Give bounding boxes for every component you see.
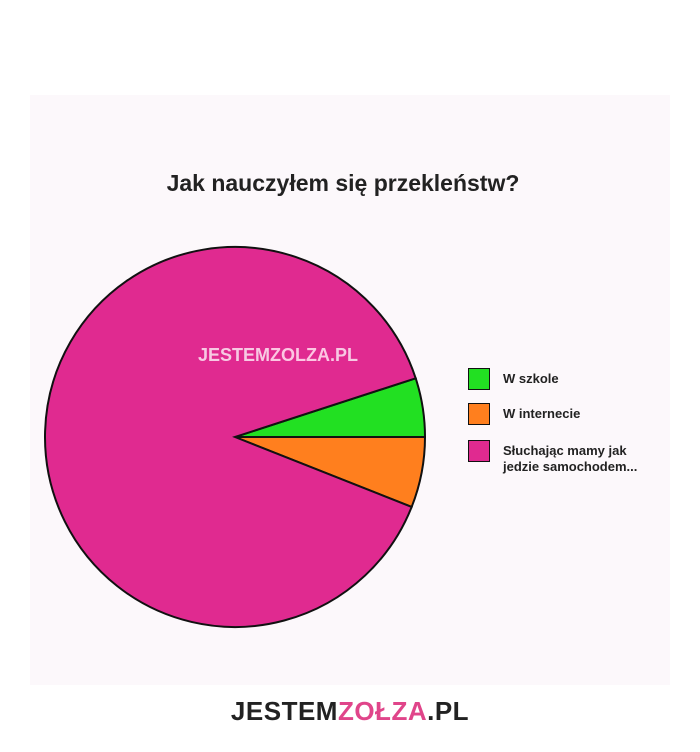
- watermark-prefix: JESTEM: [198, 345, 271, 365]
- pie-slice: [44, 246, 417, 628]
- chart-title: Jak nauczyłem się przekleństw?: [167, 170, 520, 196]
- legend-swatch: [468, 403, 490, 425]
- legend-swatch: [468, 368, 490, 390]
- watermark: JESTEMZOLZA.PL: [198, 345, 358, 366]
- watermark-brand: ZOLZA: [270, 345, 331, 365]
- watermark-suffix: .PL: [330, 345, 359, 365]
- footer-brand: ZOŁZA: [337, 696, 428, 726]
- footer-logo: JESTEMZOŁZA.PL: [0, 696, 700, 727]
- legend-label: W szkole: [503, 371, 559, 386]
- legend-swatch: [468, 440, 490, 462]
- footer-prefix: JESTEM: [230, 696, 338, 726]
- legend-label: Słuchając mamy jak jedzie samochodem...: [503, 443, 638, 474]
- footer-suffix: .PL: [427, 696, 470, 726]
- legend-label: W internecie: [503, 406, 581, 421]
